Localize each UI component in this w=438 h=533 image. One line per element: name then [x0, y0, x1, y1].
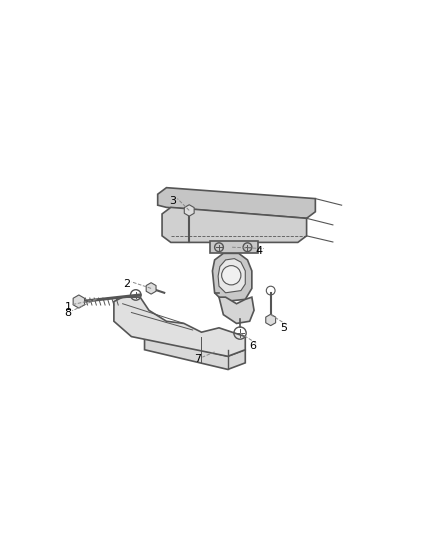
Polygon shape	[184, 205, 194, 216]
Polygon shape	[73, 295, 85, 308]
Polygon shape	[266, 314, 276, 326]
Polygon shape	[210, 241, 258, 253]
Text: 8: 8	[64, 308, 71, 318]
Polygon shape	[145, 336, 245, 369]
Polygon shape	[219, 297, 254, 324]
Polygon shape	[114, 297, 245, 356]
Text: 4: 4	[256, 246, 263, 256]
Circle shape	[222, 265, 241, 285]
Polygon shape	[158, 188, 315, 219]
Polygon shape	[162, 207, 307, 243]
Text: 6: 6	[250, 341, 257, 351]
Text: 5: 5	[280, 323, 287, 333]
Polygon shape	[218, 259, 245, 293]
Text: 1: 1	[64, 302, 71, 312]
Polygon shape	[212, 253, 252, 302]
Text: 2: 2	[124, 279, 131, 289]
Polygon shape	[146, 282, 156, 294]
Text: 3: 3	[170, 196, 177, 206]
Text: 7: 7	[194, 354, 201, 365]
